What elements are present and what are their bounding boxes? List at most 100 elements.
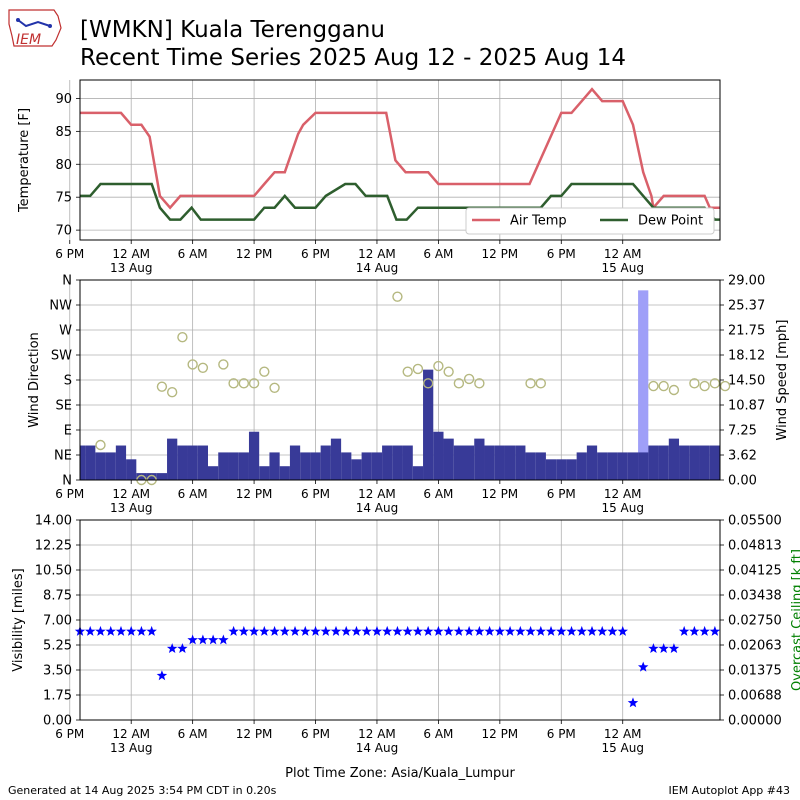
visibility-marker bbox=[463, 625, 475, 636]
vis-y-tick-label: 12.25 bbox=[35, 539, 72, 554]
visibility-marker bbox=[658, 643, 669, 653]
visibility-marker bbox=[484, 625, 495, 636]
wind-direction-marker bbox=[228, 378, 239, 389]
wind-speed-bar bbox=[208, 466, 219, 480]
wind-x-tick-label: 6 PM bbox=[301, 487, 330, 501]
visibility-marker bbox=[187, 634, 198, 645]
vis-x-tick-label: 6 PM bbox=[301, 727, 330, 741]
vis-y-tick-label: 0.00 bbox=[43, 714, 72, 729]
visibility-marker bbox=[310, 625, 321, 636]
visibility-marker bbox=[648, 643, 659, 653]
wind-speed-bar bbox=[320, 445, 331, 480]
wind-dir-tick-label: N bbox=[62, 474, 72, 489]
wind-speed-tick-label: 29.00 bbox=[728, 274, 765, 289]
wind-direction-marker bbox=[668, 384, 680, 396]
wind-speed-bar bbox=[392, 445, 403, 480]
visibility-marker bbox=[320, 625, 331, 636]
visibility-marker bbox=[586, 625, 598, 636]
visibility-marker bbox=[218, 634, 229, 645]
wind-direction-marker bbox=[177, 332, 188, 343]
wind-direction-marker bbox=[689, 378, 700, 389]
vis-x-tick-label: 6 AM bbox=[423, 727, 453, 741]
ceiling-tick-label: 0.02750 bbox=[728, 614, 782, 629]
wind-direction-marker bbox=[463, 373, 475, 385]
wind-speed-bar bbox=[85, 445, 96, 480]
wind-x-tick-label: 12 AM bbox=[604, 487, 642, 501]
visibility-marker bbox=[494, 625, 506, 636]
wind-speed-bar bbox=[515, 445, 526, 480]
temp-x-tick-label: 6 PM bbox=[55, 247, 84, 261]
visibility-marker bbox=[300, 625, 311, 636]
visibility-marker bbox=[443, 625, 454, 636]
visibility-marker bbox=[566, 625, 577, 636]
wind-dir-tick-label: S bbox=[64, 374, 72, 389]
wind-speed-bar bbox=[80, 445, 86, 480]
wind-speed-bar bbox=[371, 452, 383, 480]
visibility-marker bbox=[576, 625, 587, 636]
vis-frame bbox=[79, 519, 721, 721]
wind-speed-tick-label: 0.00 bbox=[728, 474, 757, 489]
wind-speed-bar bbox=[105, 452, 116, 480]
wind-speed-bar bbox=[382, 445, 393, 480]
chart-title-line-2: Recent Time Series 2025 Aug 12 - 2025 Au… bbox=[80, 45, 627, 71]
wind-speed-tick-label: 14.50 bbox=[728, 374, 765, 389]
wind-direction-marker bbox=[259, 366, 270, 377]
wind-dir-tick-label: SW bbox=[51, 349, 72, 364]
wind-direction-marker bbox=[443, 366, 454, 377]
visibility-marker bbox=[166, 643, 178, 653]
vis-x-tick-label: 6 AM bbox=[178, 727, 208, 741]
wind-direction-marker bbox=[197, 362, 209, 373]
temp-x-tick-label: 12 PM bbox=[481, 247, 518, 261]
visibility-marker bbox=[474, 625, 485, 636]
wind-x-tick-label: 12 AM bbox=[358, 487, 396, 501]
wind-speed-bar bbox=[279, 466, 290, 480]
wind-speed-bar bbox=[146, 473, 157, 480]
wind-x-tick-sublabel: 13 Aug bbox=[110, 501, 153, 515]
visibility-axis-label: Visibility [miles] bbox=[11, 568, 26, 671]
wind-speed-bar bbox=[586, 445, 598, 480]
wind-direction-marker bbox=[474, 378, 485, 389]
visibility-marker bbox=[105, 625, 116, 636]
vis-y-tick-label: 10.50 bbox=[35, 564, 72, 579]
wind-speed-bar bbox=[197, 445, 208, 480]
wind-speed-bar bbox=[453, 445, 464, 480]
wind-dir-tick-label: N bbox=[62, 274, 72, 289]
temp-x-tick-label: 12 PM bbox=[236, 247, 273, 261]
temp-legend-box bbox=[465, 207, 715, 235]
wind-dir-tick-label: E bbox=[64, 424, 72, 439]
temp-y-axis-label: Temperature [F] bbox=[17, 108, 32, 213]
wind-direction-marker bbox=[433, 360, 444, 372]
vis-y-tick-label: 5.25 bbox=[43, 639, 72, 654]
wind-speed-bar bbox=[115, 445, 127, 480]
wind-speed-bar bbox=[269, 452, 280, 480]
wind-direction-marker bbox=[218, 359, 229, 370]
wind-speed-bar bbox=[504, 445, 516, 480]
visibility-marker bbox=[402, 625, 413, 636]
ceiling-tick-label: 0.03438 bbox=[728, 589, 782, 604]
wind-speed-bar bbox=[464, 445, 475, 480]
visibility-marker bbox=[617, 625, 628, 636]
wind-x-tick-label: 12 PM bbox=[481, 487, 518, 501]
temp-x-tick-sublabel: 14 Aug bbox=[356, 261, 399, 275]
temp-x-tick-sublabel: 15 Aug bbox=[601, 261, 644, 275]
wind-direction-marker bbox=[719, 380, 731, 392]
visibility-marker bbox=[371, 625, 383, 636]
wind-x-tick-label: 6 AM bbox=[178, 487, 208, 501]
visibility-marker bbox=[85, 625, 96, 636]
vis-x-tick-label: 12 AM bbox=[604, 727, 642, 741]
wind-x-tick-sublabel: 15 Aug bbox=[601, 501, 644, 515]
vis-y-tick-label: 8.75 bbox=[43, 589, 72, 604]
wind-direction-marker bbox=[412, 363, 424, 375]
wind-speed-bar bbox=[709, 445, 720, 480]
wind-speed-bar bbox=[545, 459, 557, 480]
iem-logo: IEM bbox=[8, 9, 62, 48]
wind-speed-bar bbox=[95, 452, 106, 480]
wind-direction-axis-label: Wind Direction bbox=[27, 332, 42, 428]
wind-speed-bar bbox=[627, 452, 639, 480]
vis-x-tick-sublabel: 14 Aug bbox=[356, 741, 399, 755]
vis-x-tick-label: 6 PM bbox=[547, 727, 576, 741]
visibility-marker bbox=[535, 625, 546, 636]
vis-x-tick-label: 12 PM bbox=[481, 727, 518, 741]
wind-speed-bar bbox=[300, 452, 311, 480]
